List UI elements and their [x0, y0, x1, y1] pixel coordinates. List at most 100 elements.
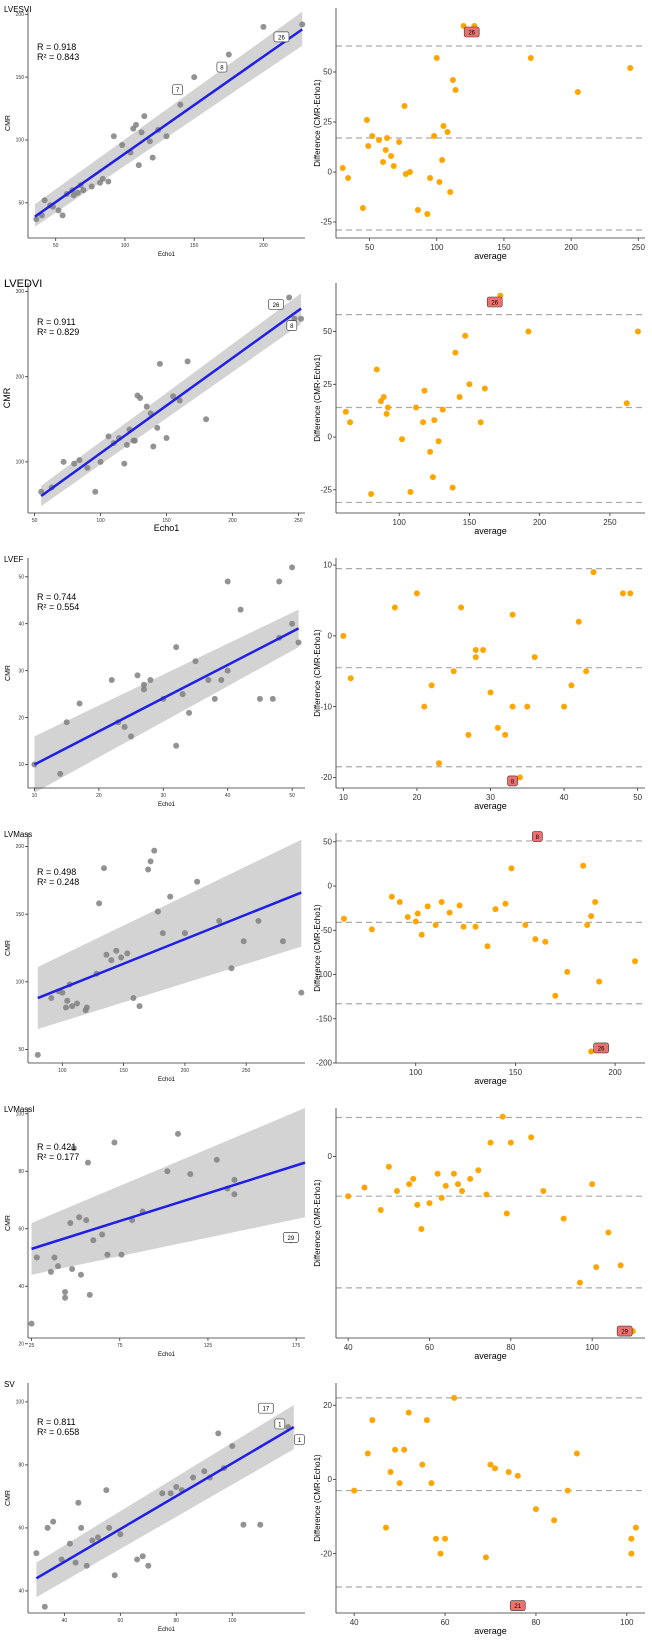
data-point: [111, 1139, 118, 1146]
data-point: [41, 197, 48, 204]
data-point: [256, 695, 263, 702]
r2-annotation: R² = 0.658: [37, 1427, 79, 1437]
x-tick-label: 150: [190, 243, 199, 249]
x-tick-label: 50: [633, 793, 642, 802]
data-point: [179, 691, 186, 698]
data-point: [377, 398, 384, 405]
y-tick-label: 40: [18, 1589, 24, 1595]
y-axis-label: CMR: [5, 665, 12, 681]
data-point: [507, 1139, 514, 1146]
correlation-plot-5: LVMassI 25 75 125 175 20 40 60 80 100 Echo1 CMR 29 R …: [4, 1105, 306, 1358]
data-point: [298, 989, 305, 996]
data-point: [51, 1254, 58, 1261]
x-tick-label: 100: [228, 1618, 237, 1624]
x-tick-label: 250: [603, 518, 617, 527]
data-point: [431, 417, 438, 424]
y-tick-label: 20: [323, 1401, 332, 1410]
correlation-plot-2: LVEDVI 50 100 150 200 250 100 200 300 Echo1 CMR 26 8…: [2, 278, 305, 533]
point-label-box: [509, 1600, 526, 1611]
point-label-box: [616, 1325, 633, 1337]
x-tick-label: 50: [32, 518, 38, 524]
data-point: [451, 1394, 458, 1401]
data-point: [76, 700, 83, 707]
data-point: [472, 923, 479, 930]
data-point: [187, 1171, 194, 1178]
y-axis-label: Difference (CMR-Echo1): [313, 354, 322, 442]
data-point: [118, 1251, 125, 1258]
data-point: [145, 1562, 152, 1569]
data-point: [508, 865, 515, 872]
r2-annotation: R² = 0.177: [37, 1152, 79, 1162]
confidence-band: [34, 609, 299, 793]
x-tick-label: 100: [121, 243, 130, 249]
data-point: [414, 1201, 421, 1208]
x-axis-label: average: [474, 1076, 507, 1086]
x-tick-label: 40: [560, 793, 569, 802]
data-point: [96, 900, 103, 907]
r-annotation: R = 0.911: [37, 317, 76, 327]
data-point: [480, 647, 487, 653]
data-point: [456, 902, 463, 909]
data-point: [382, 147, 389, 153]
y-tick-label: -20: [320, 1549, 332, 1558]
data-point: [385, 1163, 392, 1170]
data-point: [433, 55, 440, 61]
data-point: [67, 1220, 74, 1226]
x-axis-label: Echo1: [158, 1627, 176, 1633]
y-tick-label: 25: [323, 380, 332, 389]
point-label-box: [216, 61, 228, 73]
x-tick-label: 100: [393, 518, 407, 527]
data-point: [436, 179, 443, 185]
x-tick-label: 60: [425, 1343, 434, 1352]
data-point: [438, 1194, 445, 1201]
y-tick-label: -150: [316, 1014, 333, 1023]
data-point: [446, 909, 453, 916]
data-point: [575, 618, 582, 625]
data-point: [388, 153, 395, 159]
data-point: [59, 212, 66, 219]
point-label-text: 21: [514, 1604, 521, 1610]
data-point: [432, 1535, 439, 1542]
data-point: [105, 433, 112, 440]
x-tick-label: 10: [339, 793, 348, 802]
y-tick-label: 100: [16, 979, 25, 985]
data-point: [78, 1524, 85, 1531]
data-point: [589, 1181, 596, 1188]
data-point: [368, 926, 375, 933]
data-point: [224, 667, 231, 674]
data-point: [447, 189, 454, 195]
data-point: [345, 175, 352, 181]
data-point: [50, 1518, 57, 1525]
data-point: [269, 695, 276, 702]
data-point: [442, 1535, 449, 1542]
data-point: [551, 1517, 558, 1524]
data-point: [90, 1237, 97, 1244]
data-point: [147, 858, 154, 865]
x-tick-label: 250: [632, 243, 646, 252]
y-tick-label: 200: [16, 844, 25, 850]
data-point: [106, 1524, 113, 1531]
data-point: [213, 1156, 220, 1163]
data-point: [76, 1214, 83, 1221]
data-point: [421, 703, 428, 710]
data-point: [487, 1461, 494, 1468]
data-point: [60, 458, 67, 465]
data-point: [592, 899, 599, 905]
point-label-box: [486, 296, 503, 308]
data-point: [135, 162, 142, 169]
data-point: [55, 207, 62, 214]
data-point: [134, 1556, 141, 1563]
data-point: [339, 165, 346, 171]
data-point: [88, 183, 95, 190]
data-point: [145, 866, 152, 873]
data-point: [44, 1524, 51, 1531]
bland-altman-plot-4: 100 150 200 -200 -150 -100 -50 0 50 average Differ…: [313, 831, 645, 1086]
y-tick-label: 20: [18, 1341, 24, 1347]
panel-title: LVESVI: [4, 5, 31, 14]
data-point: [118, 954, 125, 961]
point-label-text: 17: [262, 1407, 269, 1413]
x-tick-label: 150: [463, 518, 477, 527]
data-point: [434, 1170, 441, 1177]
data-point: [440, 123, 447, 129]
panel-title: LVEDVI: [4, 278, 42, 290]
